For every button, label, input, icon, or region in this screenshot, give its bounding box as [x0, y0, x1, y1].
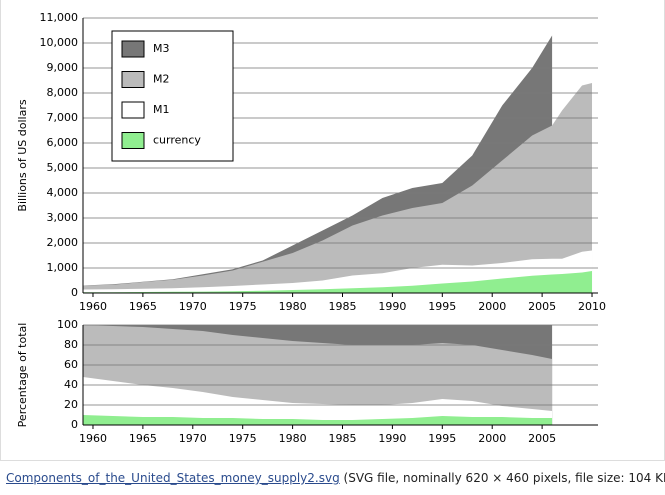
y-tick-label: 20 [64, 398, 78, 411]
y-tick-label: 60 [64, 358, 78, 371]
x-tick-label: 1980 [279, 300, 307, 313]
x-tick-label: 1990 [378, 300, 406, 313]
area [83, 271, 593, 293]
legend-swatch [121, 71, 145, 88]
x-tick-label: 1980 [279, 432, 307, 445]
y-tick-label: 9,000 [47, 61, 79, 74]
y-tick-label: 8,000 [47, 86, 79, 99]
y-tick-label: 6,000 [47, 136, 79, 149]
area [83, 377, 553, 425]
x-tick-label: 1975 [229, 432, 257, 445]
y-tick-label: 4,000 [47, 186, 79, 199]
x-tick-label: 1995 [428, 432, 456, 445]
y-tick-label: 1,000 [47, 261, 79, 274]
image-frame: 0 1,000 2,000 3,000 4,000 5,000 6,000 7,000 8,00… [0, 0, 665, 461]
chart: 0 1,000 2,000 3,000 4,000 5,000 6,000 7,000 8,00… [16, 11, 606, 445]
x-tick-label: 2000 [478, 300, 506, 313]
legend-label: M3 [153, 42, 170, 55]
y-tick-label: 2,000 [47, 236, 79, 249]
y-tick-label: 0 [71, 286, 78, 299]
y-axis-label: Percentage of total [16, 323, 29, 428]
y-tick-label: 100 [57, 318, 78, 331]
file-link[interactable]: Components_of_the_United_States_money_su… [6, 471, 340, 485]
y-tick-label: 7,000 [47, 111, 79, 124]
y-tick-label: 10,000 [40, 36, 79, 49]
area [83, 415, 553, 425]
x-tick-label: 1965 [129, 432, 157, 445]
x-tick-label: 1975 [229, 300, 257, 313]
x-tick-label: 2005 [528, 300, 556, 313]
x-tick-label: 1985 [329, 432, 357, 445]
x-tick-label: 1970 [179, 432, 207, 445]
legend-swatch [121, 101, 145, 119]
legend-label: M2 [153, 73, 170, 86]
x-tick-label: 1960 [79, 432, 107, 445]
y-tick-label: 0 [71, 418, 78, 431]
y-tick-label: 80 [64, 338, 78, 351]
legend-label: currency [153, 134, 201, 147]
x-tick-label: 1965 [129, 300, 157, 313]
x-tick-label: 2010 [578, 300, 606, 313]
x-tick-label: 1985 [329, 300, 357, 313]
legend-swatch [121, 40, 145, 58]
y-tick-label: 5,000 [47, 161, 79, 174]
legend-label: M1 [153, 103, 170, 116]
caption: Components_of_the_United_States_money_su… [6, 471, 665, 485]
y-axis-label: Billions of US dollars [16, 99, 29, 211]
y-tick-label: 3,000 [47, 211, 79, 224]
y-tick-label: 11,000 [40, 11, 79, 24]
legend-swatch [121, 132, 145, 149]
y-tick-label: 40 [64, 378, 78, 391]
x-tick-label: 1995 [428, 300, 456, 313]
x-tick-label: 1990 [378, 432, 406, 445]
x-tick-label: 2000 [478, 432, 506, 445]
x-tick-label: 2005 [528, 432, 556, 445]
area [83, 83, 593, 293]
file-info: (SVG file, nominally 620 × 460 pixels, f… [339, 471, 665, 485]
x-tick-label: 1970 [179, 300, 207, 313]
x-tick-label: 1960 [79, 300, 107, 313]
